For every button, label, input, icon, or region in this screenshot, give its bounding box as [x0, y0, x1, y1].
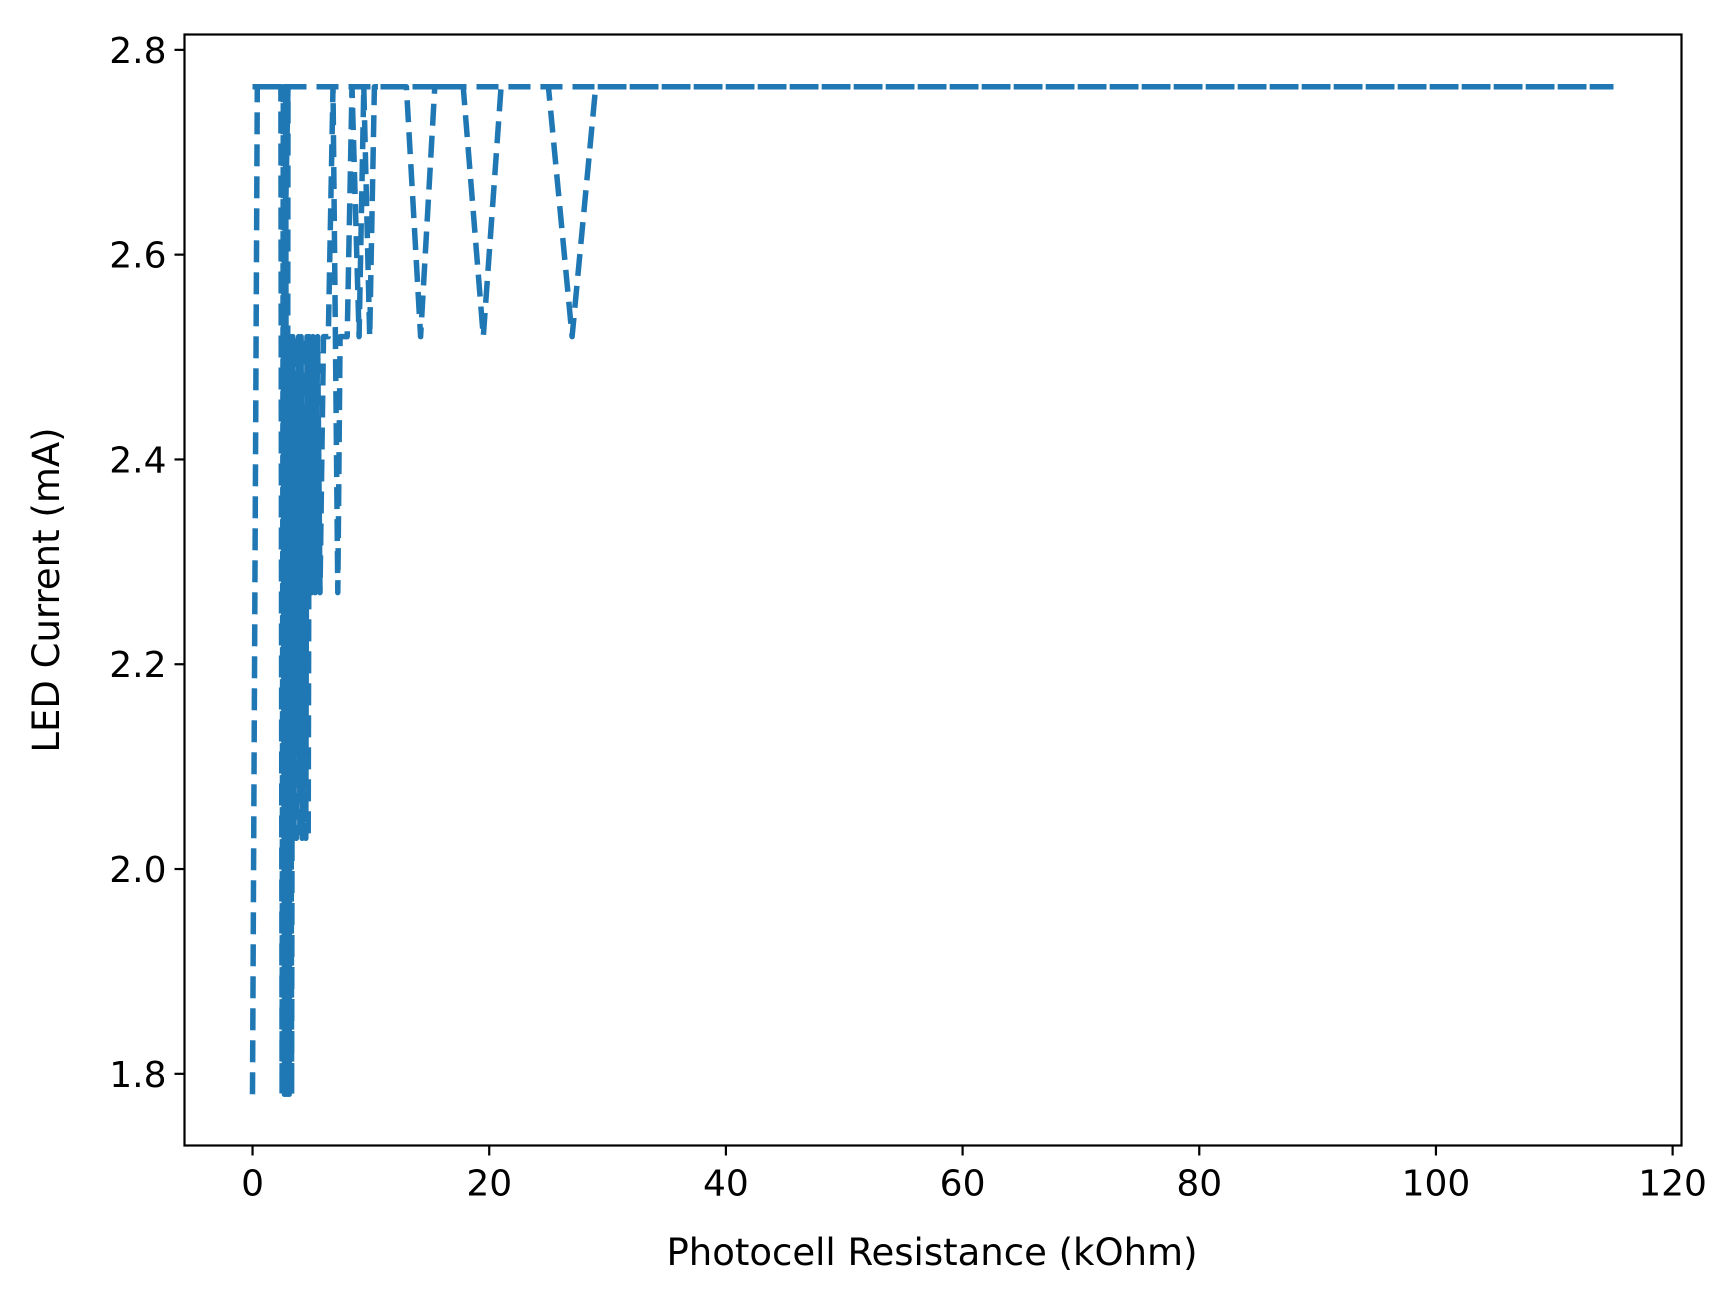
y-tick-label: 2.8	[109, 31, 166, 72]
y-tick-label: 2.2	[109, 645, 166, 686]
series-line-1	[249, 83, 1614, 1098]
x-axis-label: Photocell Resistance (kOhm)	[666, 1231, 1197, 1274]
axis-ticks: 0 20 40 60 80 100 120 1.8 2.0 2.2 2.4 2.6 2.8	[109, 31, 1707, 1205]
y-tick-label: 2.6	[109, 236, 166, 277]
x-tick-label: 60	[940, 1164, 986, 1205]
y-tick-label: 2.4	[109, 440, 166, 481]
x-tick-label: 0	[241, 1164, 264, 1205]
plot-frame	[183, 33, 1683, 1147]
x-tick-label: 20	[466, 1164, 512, 1205]
x-tick-label: 40	[703, 1164, 749, 1205]
y-tick-label: 2.0	[109, 850, 166, 891]
y-axis-label: LED Current (mA)	[25, 427, 68, 752]
y-tick-label: 1.8	[109, 1055, 166, 1096]
x-tick-label: 100	[1402, 1164, 1471, 1205]
x-tick-label: 120	[1638, 1164, 1707, 1205]
plot-area	[249, 83, 1614, 1098]
x-tick-label: 80	[1176, 1164, 1222, 1205]
